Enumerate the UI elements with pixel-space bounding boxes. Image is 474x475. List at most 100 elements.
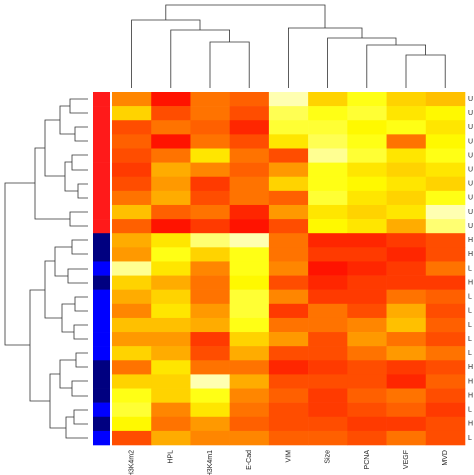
heatmap-cell [308, 190, 348, 206]
heatmap-cell [347, 162, 387, 178]
heatmap-cell [268, 120, 309, 135]
row-label: L [468, 407, 472, 414]
heatmap-cell [268, 430, 309, 446]
heatmap-cell [425, 289, 466, 305]
heatmap-cell [151, 106, 191, 121]
heatmap-cell [308, 233, 348, 248]
heatmap-cell [151, 402, 191, 418]
heatmap-cell [268, 233, 309, 248]
row-group-bar [93, 346, 110, 361]
heatmap-cell [308, 317, 348, 333]
heatmap-cell [268, 388, 309, 403]
heatmap-cell [386, 120, 427, 135]
heatmap-cell [112, 303, 152, 319]
heatmap-cell [112, 275, 152, 290]
heatmap-cell [190, 247, 230, 262]
heatmap-cell [190, 402, 230, 418]
row-group-bar [93, 416, 110, 432]
heatmap-cell [425, 346, 466, 361]
heatmap-cell [386, 204, 427, 220]
heatmap-cell [112, 332, 152, 347]
heatmap-cell [190, 134, 230, 149]
heatmap-cell [347, 134, 387, 149]
row-dendrogram [4, 98, 88, 439]
heatmap-cell [308, 303, 348, 319]
heatmap-cell [268, 332, 309, 347]
heatmap-cell [347, 148, 387, 163]
column-label: E-Cad [246, 450, 253, 470]
heatmap-cell [347, 388, 387, 403]
heatmap-cell [229, 162, 270, 178]
heatmap-cell [425, 317, 466, 333]
heatmap-cell [308, 92, 348, 107]
heatmap-cell [229, 120, 270, 135]
heatmap-cell [151, 148, 191, 163]
heatmap-cell [425, 190, 466, 206]
heatmap-cell [112, 416, 152, 432]
heatmap-cell [229, 317, 270, 333]
row-group-bar [93, 303, 110, 319]
heatmap-cell [308, 106, 348, 121]
column-label: Size [325, 450, 332, 464]
heatmap-cell [386, 430, 427, 446]
heatmap-cell [268, 148, 309, 163]
heatmap-cell [112, 346, 152, 361]
heatmap-cell [190, 430, 230, 446]
row-label: L [468, 308, 472, 315]
heatmap-cell [386, 332, 427, 347]
heatmap-cell [112, 360, 152, 375]
heatmap-cell [386, 106, 427, 121]
row-group-bar [93, 317, 110, 333]
heatmap-cell [347, 247, 387, 262]
heatmap-cell [386, 374, 427, 389]
heatmap-cell [112, 176, 152, 192]
heatmap-cell [347, 275, 387, 290]
heatmap-cell [347, 317, 387, 333]
heatmap-cell [112, 148, 152, 163]
heatmap-cell [112, 247, 152, 262]
heatmap-cell [268, 204, 309, 220]
row-label: H [468, 364, 473, 371]
heatmap-cell [151, 219, 191, 234]
heatmap-cell [308, 204, 348, 220]
row-group-bar [93, 374, 110, 389]
heatmap-cell [386, 134, 427, 149]
heatmap-cell [347, 190, 387, 206]
heatmap-cell [112, 92, 152, 107]
heatmap-cell [190, 332, 230, 347]
heatmap-cell [425, 374, 466, 389]
heatmap-cell [112, 134, 152, 149]
row-group-bar [93, 176, 110, 192]
heatmap-cell [386, 233, 427, 248]
row-label: U [468, 138, 473, 145]
heatmap-cell [347, 261, 387, 276]
heatmap-cell [190, 219, 230, 234]
heatmap-cell [386, 176, 427, 192]
heatmap-cell [308, 275, 348, 290]
row-label: H [468, 392, 473, 399]
heatmap-cell [268, 162, 309, 178]
heatmap-cell [347, 219, 387, 234]
heatmap-cell [347, 289, 387, 305]
heatmap-cell [151, 233, 191, 248]
heatmap-cell [151, 317, 191, 333]
heatmap-cell [190, 388, 230, 403]
heatmap-cell [347, 176, 387, 192]
heatmap-cell [229, 416, 270, 432]
heatmap-cell [229, 360, 270, 375]
heatmap-cell [425, 247, 466, 262]
heatmap-cell [229, 190, 270, 206]
heatmap-cell [268, 416, 309, 432]
heatmap-cell [386, 402, 427, 418]
heatmap-cell [386, 275, 427, 290]
heatmap-cell [386, 388, 427, 403]
heatmap-cell [425, 430, 466, 446]
heatmap-cell [425, 162, 466, 178]
row-label: U [468, 124, 473, 131]
heatmap-cell [268, 346, 309, 361]
heatmap-cell [229, 275, 270, 290]
heatmap-cell [151, 416, 191, 432]
heatmap-cell [190, 148, 230, 163]
heatmap-cell [347, 92, 387, 107]
